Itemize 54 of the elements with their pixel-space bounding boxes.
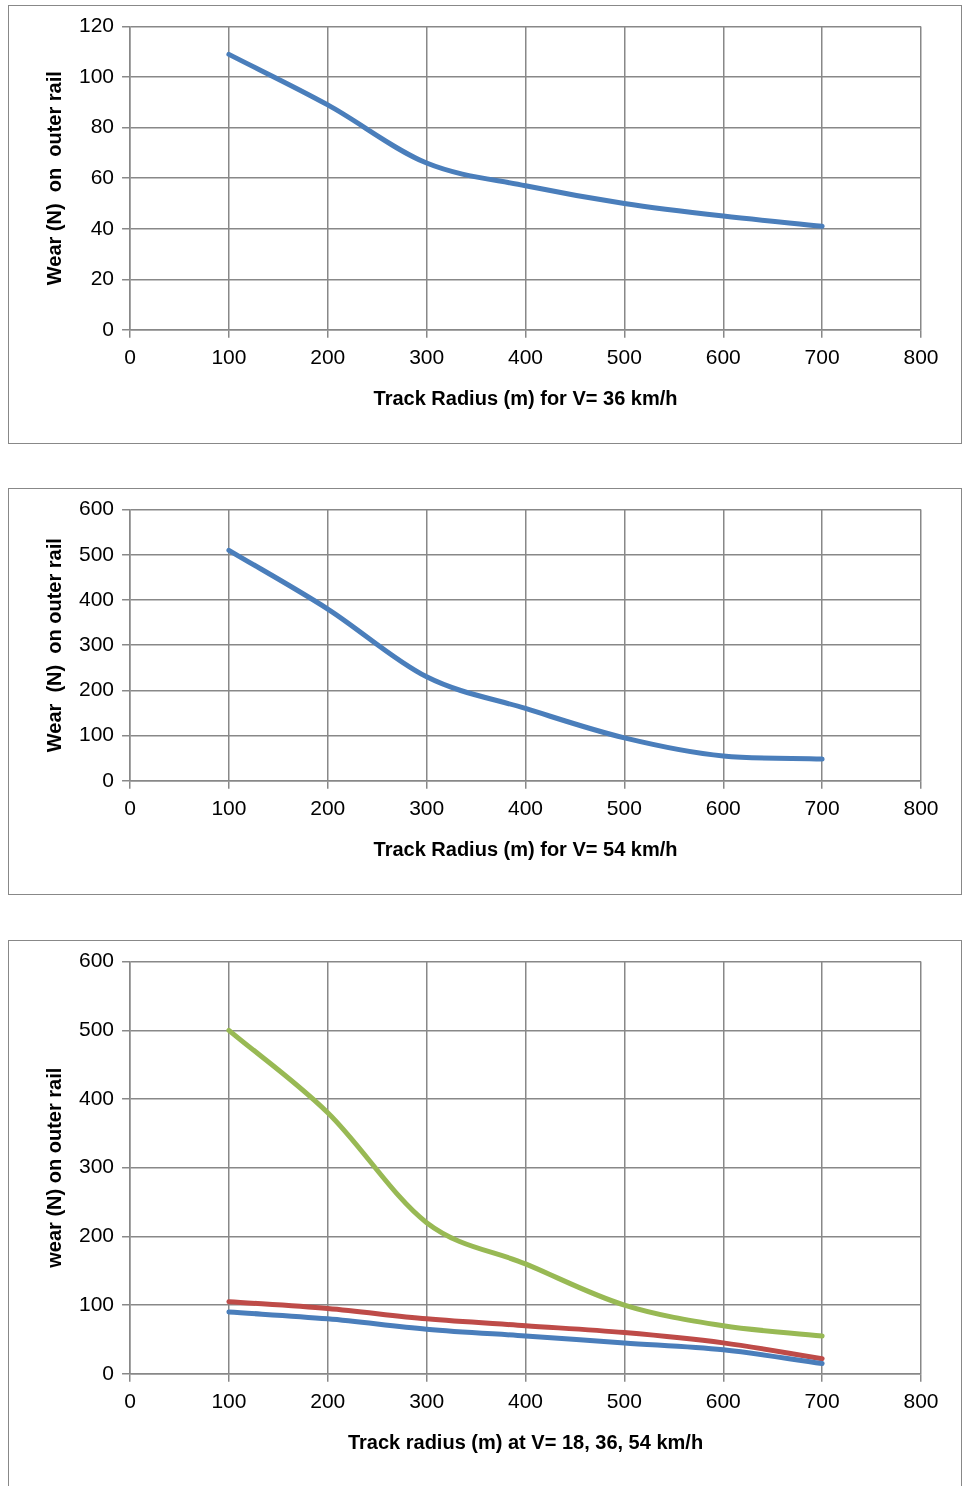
x-tick-label: 600 [705,796,741,820]
x-tick-label: 200 [310,1389,346,1413]
x-axis-title: Track Radius (m) for V= 54 km/h [373,837,678,860]
x-tick-label: 400 [508,796,544,820]
y-tick-label: 60 [90,165,115,188]
x-tick-label: 800 [903,796,939,820]
y-tick-label: 200 [78,1223,115,1247]
y-tick-label: 40 [90,215,115,239]
x-tick-label: 100 [211,1389,247,1413]
y-tick-label: 500 [78,1017,115,1041]
x-tick-label: 800 [903,1389,939,1413]
x-tick-label: 100 [211,796,247,820]
y-tick-label: 120 [78,13,115,37]
y-tick-label: 20 [90,266,115,290]
y-axis-title: Wear (N) on outer rail [42,538,65,753]
y-tick-label: 600 [78,496,115,520]
x-tick-label: 600 [705,345,741,369]
x-tick-label: 400 [508,1389,544,1413]
y-tick-label: 100 [78,63,115,87]
x-tick-label: 700 [804,345,840,369]
x-tick-label: 600 [705,1389,741,1413]
x-tick-label: 300 [409,796,445,820]
y-tick-label: 400 [78,1085,115,1109]
x-tick-label: 0 [124,345,136,369]
x-tick-label: 300 [409,345,445,369]
x-tick-label: 800 [903,345,939,369]
x-tick-label: 0 [124,1389,136,1413]
x-tick-label: 700 [804,796,840,820]
y-tick-label: 100 [78,1291,115,1315]
x-tick-label: 500 [606,796,642,820]
x-tick-label: 500 [606,345,642,369]
x-tick-label: 400 [508,345,544,369]
x-tick-label: 500 [606,1389,642,1413]
x-axis-title: Track radius (m) at V= 18, 36, 54 km/h [347,1430,704,1453]
y-tick-label: 300 [78,1154,115,1178]
x-axis-title: Track Radius (m) for V= 36 km/h [373,386,678,409]
y-tick-label: 0 [102,767,115,791]
x-tick-label: 200 [310,345,346,369]
y-tick-label: 80 [90,114,115,138]
y-tick-label: 100 [78,722,115,746]
y-axis-title: Wear (N) on outer rail [42,71,65,286]
y-axis-title: wear (N) on outer rail [42,1067,65,1269]
x-tick-label: 100 [211,345,247,369]
y-tick-label: 300 [78,632,115,655]
x-tick-label: 700 [804,1389,840,1413]
y-tick-label: 200 [78,677,115,701]
x-tick-label: 300 [409,1389,445,1413]
x-tick-label: 200 [310,796,346,820]
y-tick-label: 0 [102,1360,115,1384]
y-tick-label: 0 [102,316,115,340]
y-tick-label: 500 [78,541,115,565]
y-tick-label: 400 [78,586,115,610]
y-tick-label: 600 [78,948,115,972]
x-tick-label: 0 [124,796,136,820]
